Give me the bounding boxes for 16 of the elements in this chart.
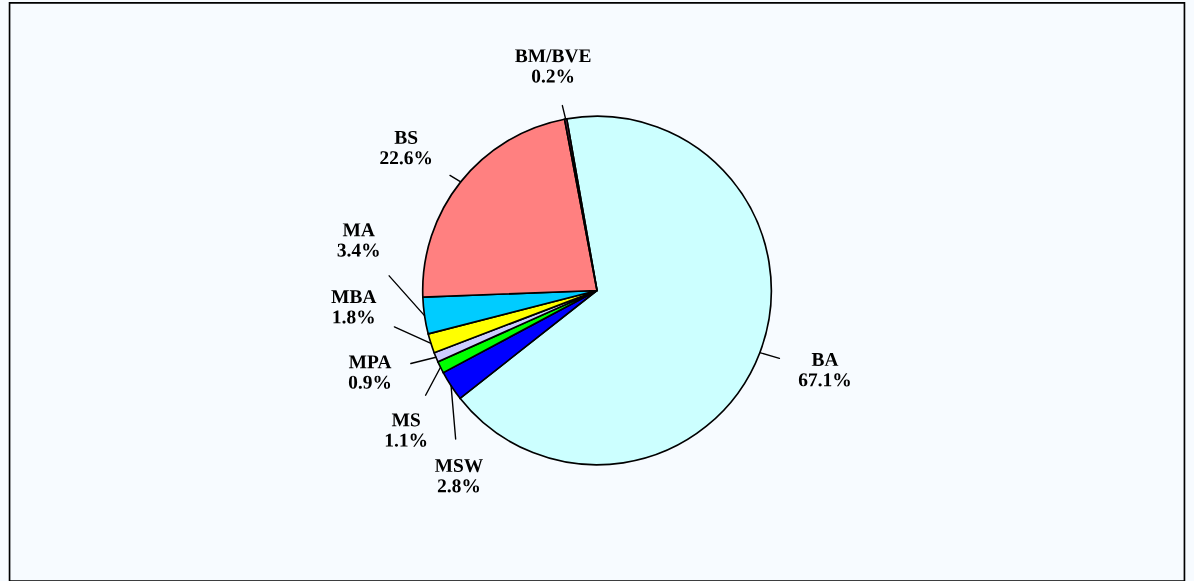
slice-label: BM/BVE [515,49,591,63]
slice-label: MSW [434,458,483,473]
data-label: 2.8% [437,479,480,493]
data-label: 1.8% [333,310,374,324]
slice-label: MS [391,413,420,427]
slice-label: MBA [331,290,377,304]
slice-label: BS [394,130,418,144]
data-label: 22.6% [380,151,432,165]
data-label: 0.2% [531,69,574,83]
slice-label: MPA [348,355,392,369]
legend-label: BA [811,353,839,366]
data-label: 0.9% [348,375,391,389]
data-label: 3.4% [337,243,379,257]
data-label: 1.1% [385,433,427,447]
slice-label: MA [342,223,375,237]
data-label: 67.1% [798,373,850,387]
